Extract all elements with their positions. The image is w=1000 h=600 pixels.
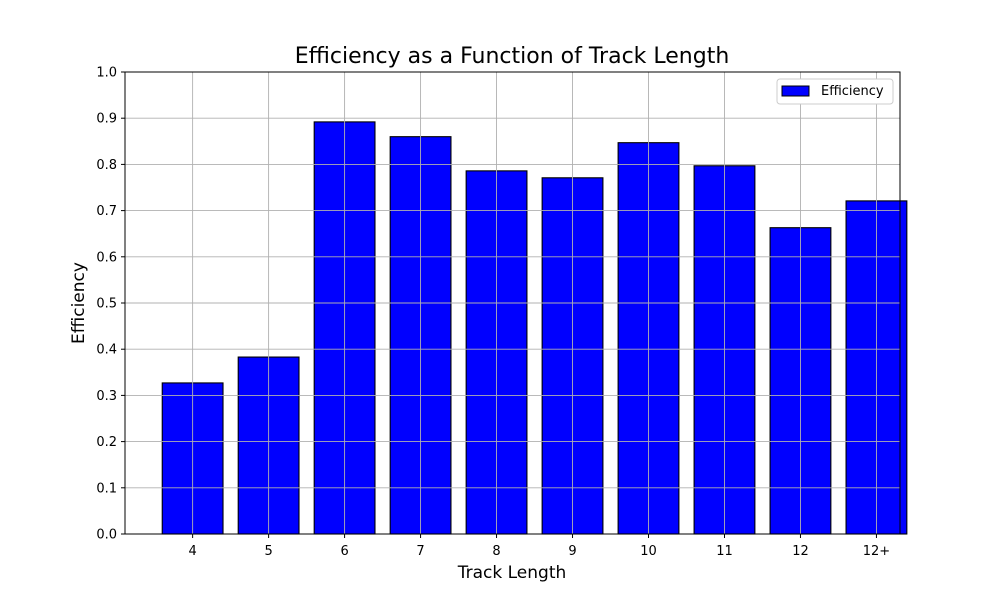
y-tick-label: 0.4 bbox=[96, 343, 117, 358]
x-axis-ticks: 4 5 6 7 8 9 10 11 12 12+ bbox=[188, 534, 890, 559]
x-tick-label: 7 bbox=[416, 544, 424, 559]
y-tick-label: 0.2 bbox=[96, 435, 117, 450]
y-tick-label: 0.1 bbox=[96, 481, 117, 496]
legend: Efficiency bbox=[776, 78, 894, 105]
x-tick-label: 12 bbox=[792, 544, 809, 559]
x-tick-label: 6 bbox=[340, 544, 348, 559]
y-axis-label: Efficiency bbox=[69, 262, 89, 344]
chart-title: Efficiency as a Function of Track Length bbox=[295, 44, 730, 69]
x-tick-label: 11 bbox=[716, 544, 733, 559]
y-tick-label: 0.8 bbox=[96, 158, 117, 173]
y-axis-ticks: 0.0 0.1 0.2 0.3 0.4 0.5 0.6 0.7 0.8 0.9 1.0 bbox=[96, 66, 125, 543]
y-tick-label: 0.5 bbox=[96, 297, 117, 312]
y-tick-label: 0.3 bbox=[96, 389, 117, 404]
x-tick-label: 8 bbox=[492, 544, 500, 559]
y-tick-label: 0.7 bbox=[96, 204, 117, 219]
legend-swatch bbox=[781, 85, 810, 97]
legend-label: Efficiency bbox=[821, 84, 884, 99]
y-tick-label: 1.0 bbox=[96, 66, 117, 81]
x-tick-label: 12+ bbox=[863, 544, 890, 559]
x-tick-label: 5 bbox=[264, 544, 272, 559]
x-axis-label: Track Length bbox=[457, 563, 567, 583]
y-tick-label: 0.6 bbox=[96, 250, 117, 265]
legend-box bbox=[776, 78, 894, 105]
y-tick-label: 0.0 bbox=[96, 528, 117, 543]
x-tick-label: 4 bbox=[188, 544, 196, 559]
y-tick-label: 0.9 bbox=[96, 112, 117, 127]
x-tick-label: 9 bbox=[568, 544, 576, 559]
x-tick-label: 10 bbox=[640, 544, 657, 559]
